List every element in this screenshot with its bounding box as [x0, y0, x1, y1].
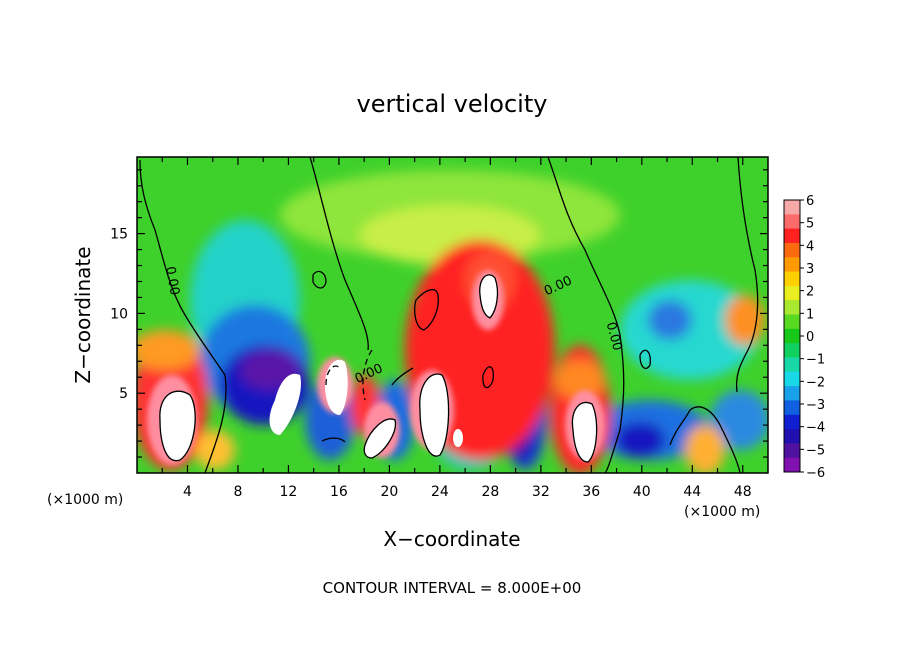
x-tick-label: 36	[582, 484, 600, 500]
x-tick-label: 12	[280, 484, 298, 500]
colorbar-swatch	[784, 357, 800, 373]
colorbar-labels: 6 5 4 3 2 1 0 −1 −2 −3 −4 −5 −6	[800, 194, 825, 481]
y-tick-label: 15	[110, 227, 128, 243]
colorbar-tick-label: −2	[806, 375, 825, 390]
colorbar-swatch	[784, 271, 800, 287]
colorbar-tick-label: 2	[806, 285, 814, 300]
y-axis-title: Z−coordinate	[71, 246, 95, 383]
colorbar-tick-label: −4	[806, 421, 825, 436]
colorbar-tick-label: 6	[806, 194, 814, 209]
saturated-cores	[159, 274, 597, 462]
colorbar-tick-label: 3	[806, 262, 814, 277]
colorbar-swatch	[784, 386, 800, 401]
colorbar-tick-label: −5	[806, 443, 825, 458]
x-tick-label: 48	[734, 484, 752, 500]
x-tick-label: 24	[431, 484, 449, 500]
colorbar-tick-label: −3	[806, 398, 825, 413]
plot-frame	[136, 156, 769, 474]
colorbar-swatch	[784, 214, 800, 230]
colorbar-swatch	[784, 300, 800, 316]
colorbar-swatch	[784, 285, 800, 301]
x-unit-left: (×1000 m)	[47, 492, 123, 508]
contour-interval-note: CONTOUR INTERVAL = 8.000E+00	[323, 579, 582, 597]
y-tick-label: 5	[119, 386, 128, 402]
chart-title: vertical velocity	[357, 90, 548, 118]
colorbar-swatch	[784, 457, 800, 473]
colorbar-swatch	[784, 228, 800, 244]
frame-ticks	[137, 157, 768, 473]
colorbar-swatch	[784, 414, 800, 430]
colorbar-tick-label: 1	[806, 307, 814, 322]
colorbar-swatch	[784, 257, 800, 273]
y-tick-labels: 5 10 15	[110, 227, 128, 403]
colorbar	[783, 199, 801, 473]
colorbar-swatch	[784, 200, 800, 215]
colorbar-tick-label: −1	[806, 353, 825, 368]
colorbar-swatch	[784, 328, 800, 344]
colorbar-swatch	[784, 242, 800, 258]
colorbar-swatch	[784, 371, 800, 387]
x-tick-label: 20	[380, 484, 398, 500]
colorbar-swatch	[784, 343, 800, 358]
x-tick-label: 32	[532, 484, 550, 500]
x-tick-labels: 4 8 12 16 20 24 28 32 36 40 44 48	[183, 484, 752, 500]
contour-lines	[139, 157, 759, 473]
x-tick-label: 8	[233, 484, 242, 500]
colorbar-swatch	[784, 400, 800, 416]
colorbar-tick-label: 5	[806, 217, 814, 232]
x-tick-label: 40	[633, 484, 651, 500]
x-tick-label: 16	[330, 484, 348, 500]
heatmap-field	[137, 157, 768, 473]
contour-label: 0.00	[162, 265, 182, 296]
colorbar-tick-label: −6	[806, 466, 825, 481]
colorbar-swatch	[784, 443, 800, 459]
x-tick-label: 4	[183, 484, 192, 500]
colorbar-swatch	[784, 429, 800, 444]
x-axis-title: X−coordinate	[383, 527, 520, 551]
y-tick-label: 10	[110, 306, 128, 322]
x-tick-label: 28	[481, 484, 499, 500]
colorbar-tick-label: 4	[806, 239, 814, 254]
colorbar-swatch	[784, 314, 800, 330]
contour-label: 0.00	[603, 321, 625, 353]
colorbar-tick-label: 0	[806, 330, 814, 345]
x-unit-right: (×1000 m)	[684, 504, 760, 520]
x-tick-label: 44	[683, 484, 701, 500]
